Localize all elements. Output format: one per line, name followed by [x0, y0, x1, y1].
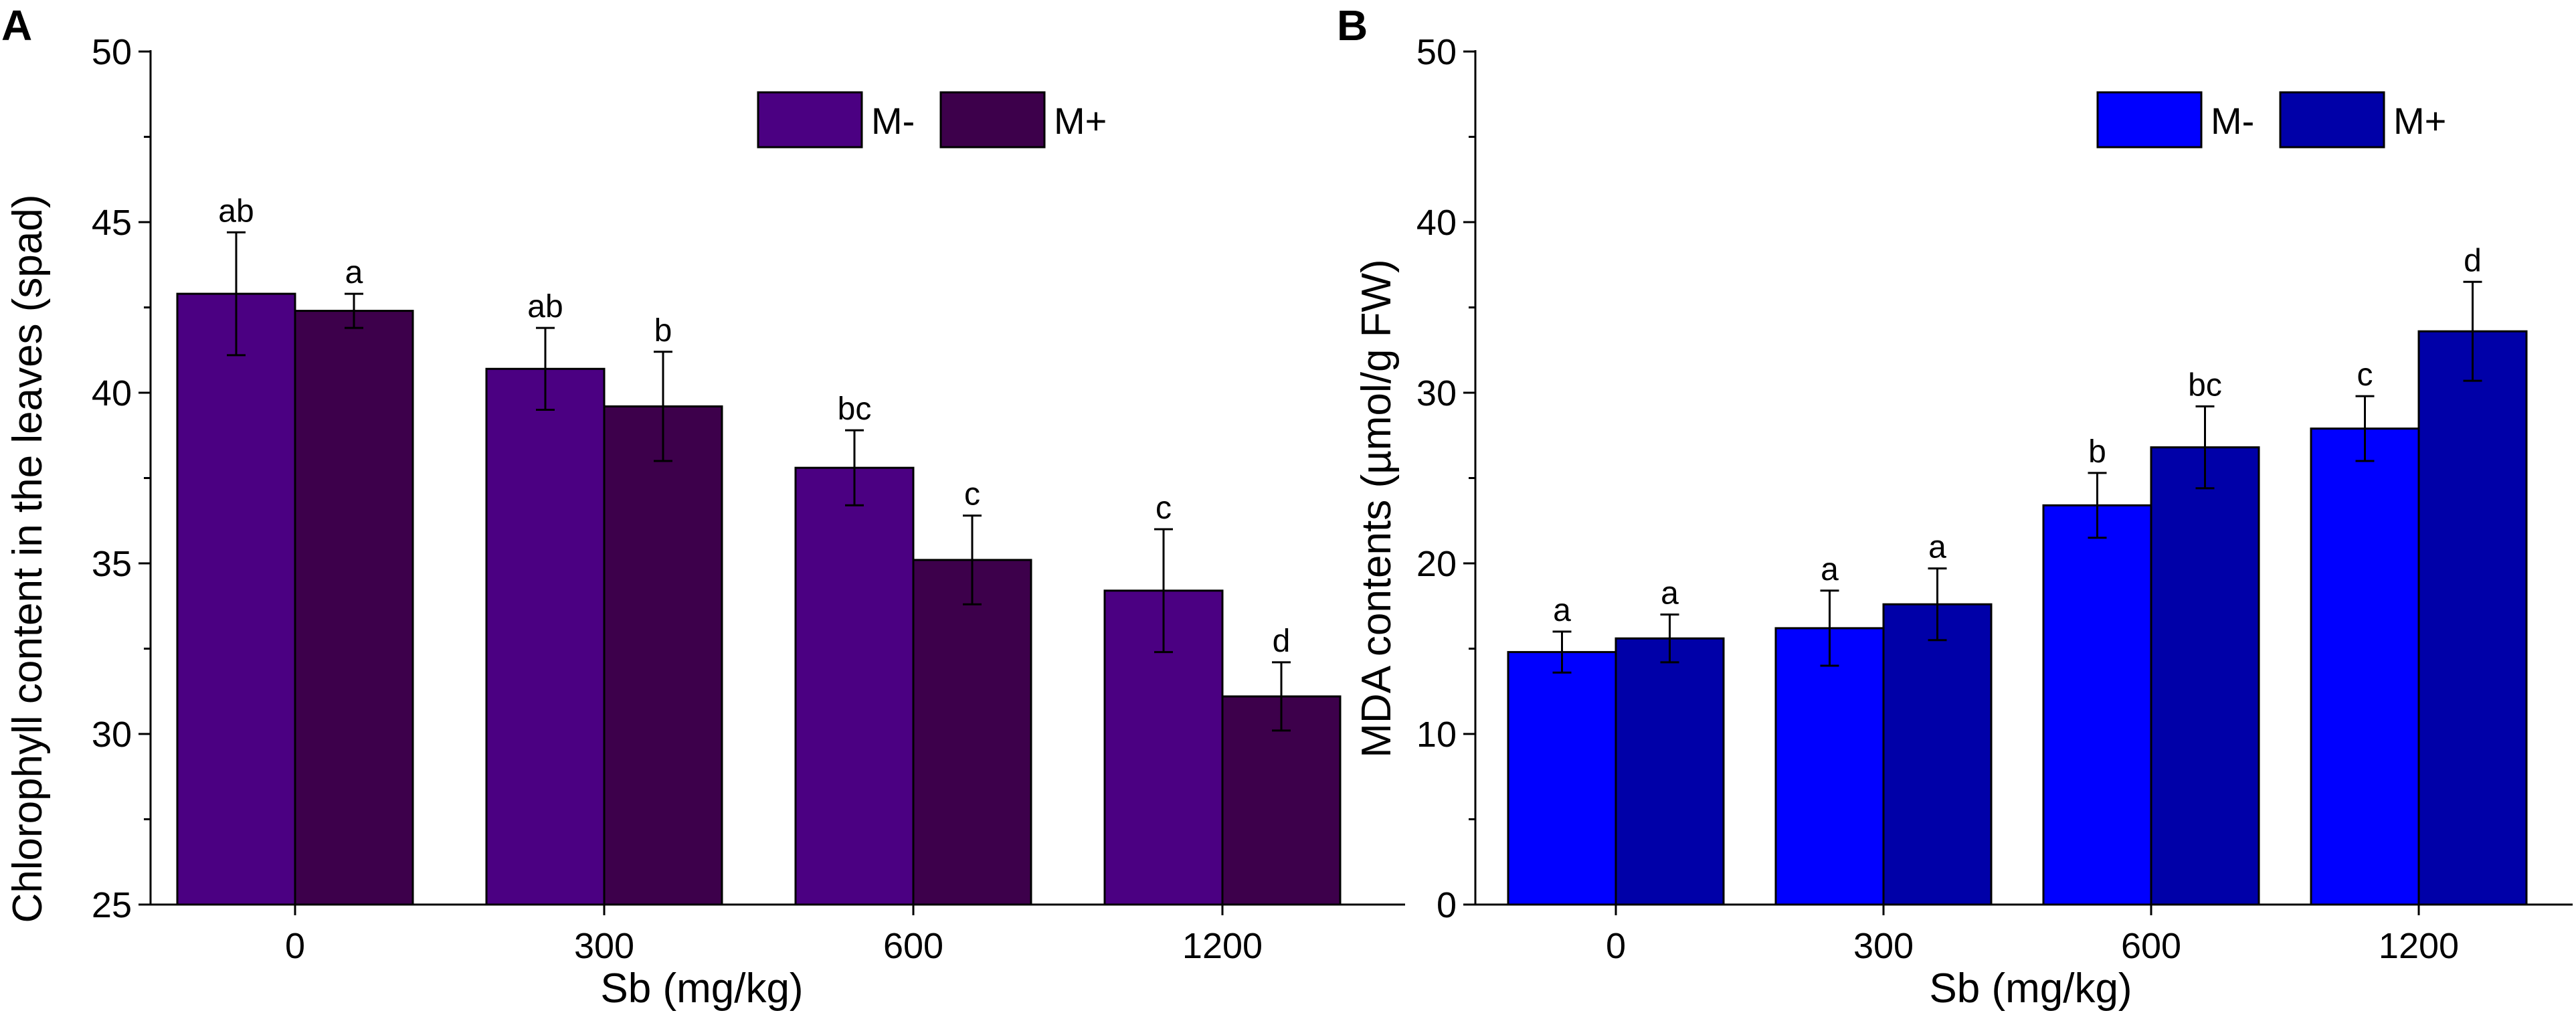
y-tick-label-45: 45 — [92, 203, 132, 243]
x-tick-label-600: 600 — [2121, 926, 2181, 966]
y-tick-label-0: 0 — [1437, 885, 1457, 925]
legend-swatch-M- — [2096, 91, 2203, 149]
panel-b-significance-labels: a a a a b bc c d — [1553, 243, 2482, 628]
significance-label-M--300: ab — [527, 289, 563, 324]
panel-a-axes: 0 300 600 1200 25 30 35 40 45 50 — [92, 32, 1405, 966]
legend-label-M-: M- — [2211, 100, 2254, 142]
panel-b-x-axis-label: Sb (mg/kg) — [1929, 965, 2132, 1012]
panel-a-legend: M- M+ — [757, 91, 1107, 149]
significance-label-M--600: bc — [838, 391, 872, 427]
y-tick-label-20: 20 — [1416, 544, 1457, 584]
significance-label-M--0: ab — [218, 193, 254, 229]
legend-swatch-M+ — [2279, 91, 2385, 149]
bar-M+-600 — [2150, 446, 2260, 906]
panel-a-y-axis-label: Chlorophyll content in the leaves (spad) — [5, 194, 51, 923]
y-tick-label-30: 30 — [92, 715, 132, 755]
legend-label-M+: M+ — [2393, 100, 2446, 142]
bar-M--0 — [1507, 651, 1617, 906]
legend-label-M+: M+ — [1054, 100, 1107, 142]
y-tick-label-50: 50 — [92, 32, 132, 72]
panel-a: A ab a ab b bc c c d 0 300 600 1200 25 30 35 40 45 50 M-… — [1, 1, 1405, 1012]
significance-label-M+-1200: d — [1273, 624, 1291, 659]
bar-M--600 — [794, 466, 915, 906]
x-tick-label-0: 0 — [285, 926, 305, 966]
bar-M--1200 — [2310, 428, 2420, 906]
significance-label-M--600: b — [2088, 434, 2106, 470]
panel-a-bars — [176, 231, 1342, 906]
panel-b-legend: M- M+ — [2096, 91, 2446, 149]
significance-label-M--1200: c — [2357, 357, 2373, 393]
bar-M+-600 — [912, 559, 1032, 906]
significance-label-M+-300: a — [1928, 530, 1946, 565]
panel-a-letter: A — [1, 1, 32, 50]
y-tick-label-30: 30 — [1416, 373, 1457, 413]
significance-label-M+-1200: d — [2464, 243, 2482, 278]
panel-b-letter: B — [1337, 1, 1368, 50]
bar-M+-1200 — [2417, 330, 2528, 906]
legend-swatch-M- — [757, 91, 863, 149]
panel-b-y-axis-label: MDA contents (µmol/g FW) — [1354, 259, 1400, 757]
x-tick-label-600: 600 — [883, 926, 943, 966]
significance-label-M+-600: bc — [2188, 367, 2222, 403]
significance-label-M--1200: c — [1156, 490, 1172, 526]
x-tick-label-1200: 1200 — [2379, 926, 2459, 966]
bar-M+-0 — [294, 310, 414, 906]
bar-M--0 — [176, 292, 296, 906]
y-tick-label-50: 50 — [1416, 32, 1457, 72]
y-tick-label-10: 10 — [1416, 715, 1457, 755]
y-tick-label-40: 40 — [92, 373, 132, 413]
x-tick-label-1200: 1200 — [1182, 926, 1263, 966]
legend-label-M-: M- — [871, 100, 915, 142]
significance-label-M+-600: c — [964, 477, 980, 512]
bar-M--300 — [485, 367, 606, 906]
x-tick-label-0: 0 — [1606, 926, 1626, 966]
significance-label-M+-300: b — [654, 313, 672, 349]
legend-swatch-M+ — [939, 91, 1046, 149]
significance-label-M--300: a — [1821, 552, 1839, 587]
bar-M+-300 — [603, 405, 723, 906]
panel-a-x-axis-label: Sb (mg/kg) — [600, 965, 803, 1012]
significance-label-M+-0: a — [1661, 576, 1679, 612]
x-tick-label-300: 300 — [1853, 926, 1914, 966]
y-tick-label-40: 40 — [1416, 203, 1457, 243]
bar-M--300 — [1774, 627, 1885, 906]
bar-M+-300 — [1882, 603, 1993, 906]
bar-M--600 — [2042, 504, 2152, 906]
x-tick-label-300: 300 — [574, 926, 634, 966]
panel-b-bars — [1507, 280, 2528, 906]
y-tick-label-25: 25 — [92, 885, 132, 925]
bar-M+-0 — [1615, 637, 1725, 906]
significance-label-M--0: a — [1553, 593, 1571, 628]
panel-a-significance-labels: ab a ab b bc c c d — [218, 193, 1290, 659]
y-tick-label-35: 35 — [92, 544, 132, 584]
significance-label-M+-0: a — [345, 255, 363, 290]
panel-b-axes: 0 300 600 1200 0 10 20 30 40 50 — [1416, 32, 2573, 966]
